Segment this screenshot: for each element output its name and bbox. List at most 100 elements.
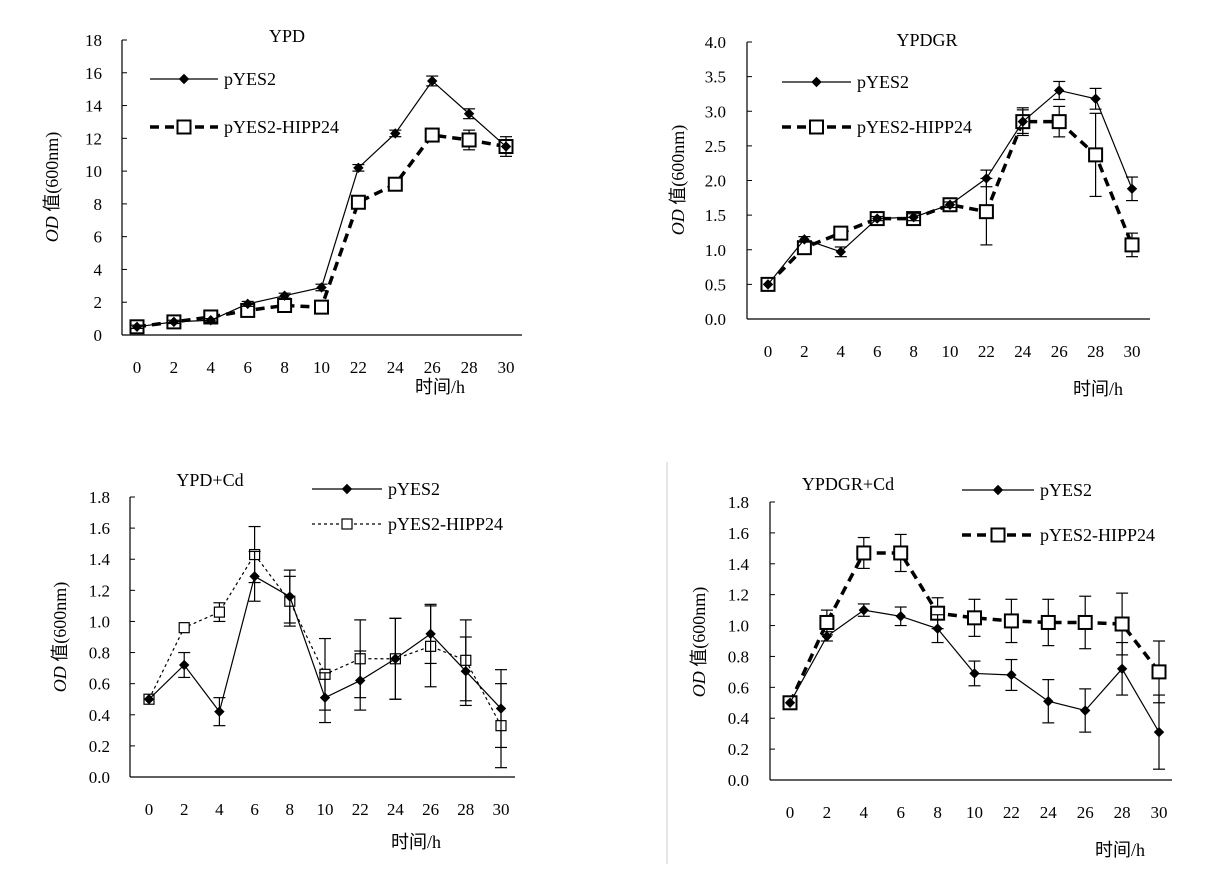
y-tick-label: 0.0 <box>89 768 110 787</box>
y-tick-label: 4.0 <box>705 33 726 52</box>
legend-label: pYES2 <box>224 69 276 89</box>
y-tick-label: 0.5 <box>705 275 726 294</box>
x-tick-label: 26 <box>1051 342 1068 361</box>
data-point <box>908 211 919 223</box>
x-tick-label: 4 <box>215 800 224 819</box>
y-axis-label: OD 值(600nm) <box>668 125 689 236</box>
chart-panel-4: 0.00.20.40.60.81.01.21.41.61.80 2 4 6 8 10 22 2… <box>689 474 1172 860</box>
data-point <box>314 299 329 315</box>
data-point <box>353 162 364 174</box>
y-tick-label: 2 <box>94 293 103 312</box>
x-tick-label: 6 <box>243 358 252 377</box>
data-point <box>1040 614 1056 630</box>
x-tick-label: 0 <box>145 800 154 819</box>
y-tick-label: 1.2 <box>89 581 110 600</box>
data-point <box>1077 614 1093 630</box>
data-point <box>178 659 190 671</box>
y-tick-label: 1.0 <box>705 241 726 260</box>
x-tick-label: 4 <box>860 803 869 822</box>
data-point <box>969 668 980 679</box>
y-tick-label: 0.0 <box>728 771 749 790</box>
x-axis-label: 时间/h <box>1095 840 1145 860</box>
data-point <box>967 610 982 626</box>
y-tick-label: 10 <box>85 162 102 181</box>
x-tick-label: 2 <box>180 800 189 819</box>
data-point <box>463 108 475 119</box>
data-point <box>350 194 366 210</box>
x-tick-label: 8 <box>909 342 918 361</box>
legend-marker <box>341 518 353 530</box>
data-point <box>1114 616 1130 632</box>
data-point <box>143 694 155 705</box>
chart-panel-2: 0.00.51.01.52.02.53.03.54.00 2 4 6 8 10 22 24 26… <box>668 30 1150 399</box>
y-tick-label: 3.0 <box>705 102 726 121</box>
data-point <box>1153 726 1165 738</box>
x-tick-label: 30 <box>1151 803 1168 822</box>
data-point <box>500 141 512 152</box>
data-point <box>799 234 810 245</box>
x-tick-label: 28 <box>461 358 478 377</box>
chart-title: YPDGR+Cd <box>802 474 894 494</box>
x-tick-label: 6 <box>873 342 882 361</box>
x-axis-label: 时间/h <box>391 832 441 852</box>
data-point <box>1079 705 1091 716</box>
data-point <box>242 298 253 310</box>
x-tick-label: 24 <box>1014 342 1032 361</box>
x-tick-label: 4 <box>207 358 216 377</box>
legend-marker <box>811 76 822 88</box>
series-line <box>788 551 1161 704</box>
y-tick-label: 1.8 <box>89 488 110 507</box>
series-line <box>136 133 507 329</box>
x-tick-label: 10 <box>942 342 959 361</box>
y-tick-label: 6 <box>94 228 103 247</box>
legend-marker <box>176 119 192 135</box>
data-point <box>390 128 401 139</box>
data-point <box>1051 114 1067 130</box>
y-tick-label: 0.4 <box>728 709 750 728</box>
x-tick-label: 28 <box>457 800 474 819</box>
data-point <box>168 316 180 328</box>
legend-marker <box>178 73 190 85</box>
data-point <box>893 545 909 561</box>
data-point <box>1088 147 1104 163</box>
y-tick-label: 0 <box>94 326 103 345</box>
x-tick-label: 24 <box>387 358 405 377</box>
y-tick-label: 1.6 <box>728 524 749 543</box>
y-tick-label: 0.8 <box>89 644 110 663</box>
x-tick-label: 10 <box>317 800 334 819</box>
data-point <box>213 606 225 618</box>
x-tick-label: 2 <box>170 358 179 377</box>
data-point <box>214 706 225 717</box>
legend-label: pYES2-HIPP24 <box>388 514 503 534</box>
data-point <box>871 213 883 224</box>
y-tick-label: 0.0 <box>705 310 726 329</box>
data-point <box>856 545 872 561</box>
chart-title: YPD <box>269 26 305 46</box>
x-tick-label: 30 <box>1124 342 1141 361</box>
legend-marker <box>992 484 1004 496</box>
y-tick-label: 1.5 <box>705 206 726 225</box>
x-tick-label: 8 <box>280 358 289 377</box>
data-point <box>284 591 296 602</box>
series-pyes2 <box>131 75 512 333</box>
data-point <box>981 173 992 184</box>
data-point <box>205 315 217 326</box>
y-tick-label: 4 <box>94 260 103 279</box>
series-line <box>766 119 1134 286</box>
x-tick-label: 8 <box>286 800 295 819</box>
legend-marker <box>341 483 353 495</box>
data-point <box>819 614 835 630</box>
x-tick-label: 24 <box>1040 803 1058 822</box>
x-tick-label: 2 <box>823 803 832 822</box>
data-point <box>1043 696 1054 707</box>
y-tick-label: 14 <box>85 97 103 116</box>
legend-label: pYES2-HIPP24 <box>224 117 339 137</box>
data-point <box>461 132 477 148</box>
data-point <box>249 571 260 582</box>
x-tick-label: 4 <box>837 342 846 361</box>
y-tick-label: 1.6 <box>89 519 110 538</box>
data-point <box>1053 85 1065 96</box>
y-tick-label: 0.4 <box>89 706 111 725</box>
